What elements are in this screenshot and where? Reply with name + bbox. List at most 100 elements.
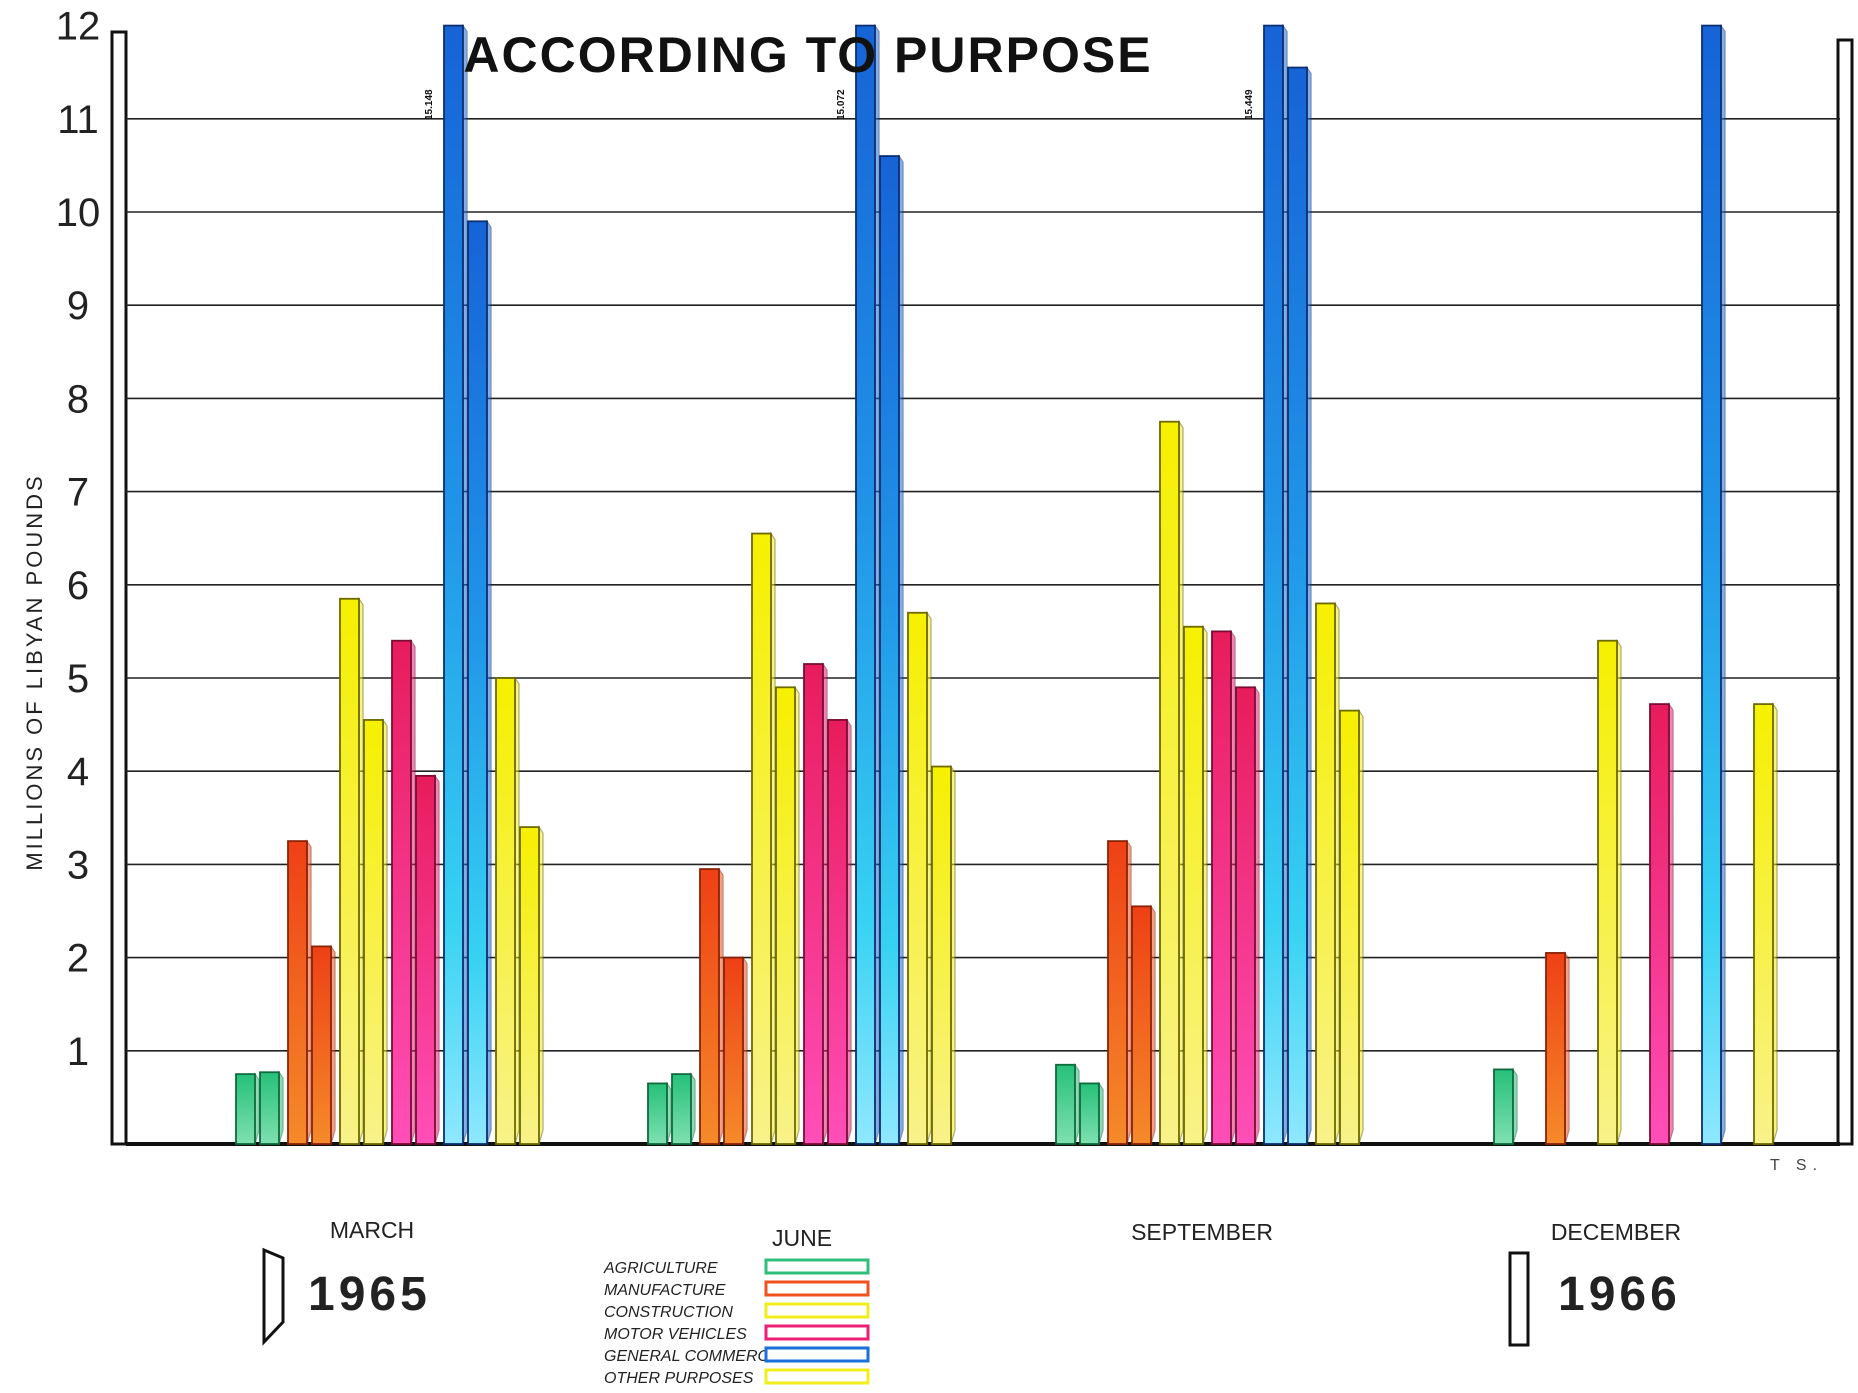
bar-agriculture-june-1965 — [647, 1081, 672, 1145]
year-1966-swatch — [1508, 1251, 1530, 1347]
bar-other-purposes-september-1966 — [1339, 708, 1364, 1145]
bar-face — [907, 611, 928, 1145]
legend-swatch-motor-vehicles — [764, 1324, 870, 1341]
bar-face — [1649, 703, 1670, 1145]
bar-face — [235, 1073, 256, 1145]
bar-face — [647, 1082, 668, 1145]
bar-agriculture-december-1966 — [1493, 1067, 1518, 1145]
legend-label-construction: CONSTRUCTION — [604, 1304, 733, 1321]
y-tick-label: 5 — [67, 657, 89, 701]
bar-construction-september-1966 — [1183, 624, 1208, 1145]
bar-face — [1183, 625, 1204, 1145]
bar-face — [1055, 1063, 1076, 1145]
bar-agriculture-september-1966 — [1079, 1081, 1104, 1145]
bar-general-commerc-june-1966 — [879, 154, 904, 1145]
bar-face — [1339, 709, 1360, 1145]
legend-label-other-purposes: OTHER PURPOSES — [604, 1370, 754, 1387]
y-tick-label: 8 — [67, 377, 89, 421]
bar-construction-march-1966 — [363, 717, 388, 1145]
bar-face — [311, 945, 332, 1145]
bar-motor-vehicles-september-1966 — [1235, 685, 1260, 1145]
y-axis-label: MILLIONS OF LIBYAN POUNDS — [22, 473, 47, 870]
bar-face — [751, 532, 772, 1145]
bar-face — [1545, 952, 1566, 1145]
bar-motor-vehicles-september-1965 — [1211, 629, 1236, 1145]
bar-face — [519, 826, 540, 1145]
legend-swatch-general-commerc — [764, 1346, 870, 1363]
y-tick-label: 1 — [67, 1030, 89, 1074]
bar-manufacture-december-1966 — [1545, 950, 1570, 1145]
bar-face — [775, 686, 796, 1145]
bar-face — [1131, 905, 1152, 1145]
bar-general-commerc-march-1965 — [443, 23, 468, 1145]
legend-label-agriculture: AGRICULTURE — [603, 1260, 718, 1277]
chart-title: ACCORDING TO PURPOSE — [463, 27, 1152, 83]
bar-face — [1211, 630, 1232, 1145]
y-tick-label: 9 — [67, 284, 89, 328]
bar-manufacture-june-1966 — [723, 955, 748, 1145]
bar-general-commerc-june-1965 — [855, 23, 880, 1145]
y-tick-label: 2 — [67, 937, 89, 981]
bar-face — [363, 719, 384, 1145]
bar-agriculture-june-1966 — [671, 1072, 696, 1145]
bar-face — [879, 155, 900, 1145]
bar-face — [723, 956, 744, 1145]
legend-label-general-commerc: GENERAL COMMERC. — [604, 1348, 774, 1365]
bar-face — [1493, 1068, 1514, 1145]
legend-label-manufacture: MANUFACTURE — [604, 1282, 726, 1299]
bar-motor-vehicles-march-1965 — [391, 638, 416, 1145]
y-tick-label: 12 — [56, 5, 101, 49]
off-scale-annotation: 15.148 — [424, 89, 435, 120]
bar-manufacture-september-1966 — [1131, 904, 1156, 1145]
year-1965-marker: 1965 — [262, 1247, 427, 1346]
bar-face — [287, 840, 308, 1145]
bar-other-purposes-september-1965 — [1315, 601, 1340, 1145]
bar-general-commerc-december-1966 — [1701, 23, 1726, 1145]
bar-motor-vehicles-june-1965 — [803, 662, 828, 1145]
bar-face — [1235, 686, 1256, 1145]
bar-other-purposes-june-1965 — [907, 610, 932, 1145]
y-tick-label: 6 — [67, 564, 89, 608]
bar-face — [671, 1073, 692, 1145]
bar-face — [855, 24, 876, 1145]
bar-face — [1315, 602, 1336, 1145]
bar-motor-vehicles-march-1966 — [415, 773, 440, 1145]
bar-construction-december-1966 — [1597, 638, 1622, 1145]
bar-general-commerc-september-1966 — [1287, 65, 1312, 1145]
bar-face — [259, 1071, 280, 1145]
bar-face — [415, 774, 436, 1145]
bar-face — [699, 868, 720, 1145]
bar-manufacture-march-1966 — [311, 944, 336, 1145]
bar-agriculture-march-1966 — [259, 1070, 284, 1145]
bar-manufacture-june-1965 — [699, 867, 724, 1145]
off-scale-annotation: 15.072 — [836, 89, 847, 120]
legend-label-motor-vehicles: MOTOR VEHICLES — [604, 1326, 747, 1343]
signature: T S. — [1770, 1157, 1823, 1174]
legend-swatch-manufacture — [764, 1280, 870, 1297]
bar-construction-june-1965 — [751, 531, 776, 1145]
bar-face — [1287, 66, 1308, 1145]
legend-swatch-construction — [764, 1302, 870, 1319]
legend: AGRICULTURE MANUFACTURE CONSTRUCTION MOTOR … — [603, 1258, 870, 1387]
bar-general-commerc-september-1965 — [1263, 23, 1288, 1145]
bar-face — [391, 639, 412, 1145]
bar-construction-september-1965 — [1159, 419, 1184, 1145]
bar-face — [827, 719, 848, 1145]
bar-face — [1079, 1082, 1100, 1145]
bar-general-commerc-march-1966 — [467, 219, 492, 1145]
bars — [235, 23, 1778, 1145]
bar-other-purposes-june-1966 — [931, 764, 956, 1145]
bar-other-purposes-march-1965 — [495, 676, 520, 1145]
year-1966-marker: 1966 — [1508, 1251, 1677, 1347]
y-tick-label: 11 — [57, 98, 99, 142]
bar-face — [1753, 703, 1774, 1145]
bar-face — [495, 677, 516, 1145]
year-1965-swatch — [262, 1247, 285, 1346]
bar-agriculture-march-1965 — [235, 1072, 260, 1145]
bar-face — [1263, 24, 1284, 1145]
bar-motor-vehicles-june-1966 — [827, 717, 852, 1145]
value-annotations: 15.148 15.072 15.449 — [424, 89, 1255, 120]
bar-face — [467, 220, 488, 1145]
left-axis-bar — [110, 30, 128, 1146]
